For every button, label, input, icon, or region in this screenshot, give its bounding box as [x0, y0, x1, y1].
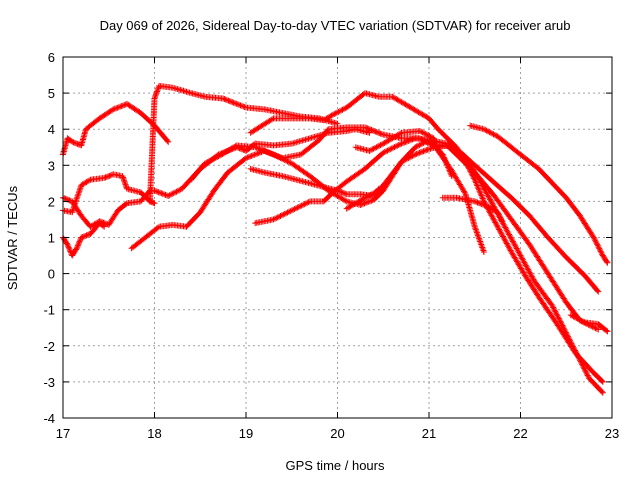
y-tick-label: -3	[43, 375, 55, 390]
series-markers	[60, 171, 158, 216]
series-markers	[467, 122, 611, 266]
y-tick-label: 5	[48, 86, 55, 101]
y-tick-label: 6	[48, 50, 55, 65]
y-tick-label: 0	[48, 267, 55, 282]
x-axis-label: GPS time / hours	[286, 458, 385, 473]
y-tick-label: -2	[43, 339, 55, 354]
series-sat-b	[60, 171, 158, 216]
series-sat-l	[352, 128, 487, 255]
x-tick-label: 20	[330, 426, 344, 441]
series-sat-k	[343, 142, 606, 396]
x-tick-label: 22	[513, 426, 527, 441]
chart-title: Day 069 of 2026, Sidereal Day-to-day VTE…	[100, 18, 571, 33]
y-tick-label: 4	[48, 122, 55, 137]
series-markers	[567, 312, 611, 335]
series-sat-n	[467, 122, 611, 266]
series-markers	[188, 137, 602, 295]
series-markers	[439, 194, 506, 225]
series-sat-e	[128, 124, 602, 333]
x-tick-label: 21	[422, 426, 436, 441]
series-markers	[128, 124, 602, 333]
series-sat-o	[567, 312, 611, 335]
series-markers	[60, 220, 108, 259]
y-axis-label: SDTVAR / TECUs	[5, 185, 20, 290]
x-tick-label: 19	[239, 426, 253, 441]
x-tick-label: 17	[56, 426, 70, 441]
series-sat-d	[60, 220, 108, 259]
series-sat-g	[188, 137, 602, 295]
y-tick-label: -4	[43, 411, 55, 426]
x-tick-label: 23	[605, 426, 619, 441]
series-markers	[352, 128, 487, 255]
y-tick-label: -1	[43, 303, 55, 318]
y-tick-label: 3	[48, 158, 55, 173]
y-tick-label: 1	[48, 231, 55, 246]
data-series	[60, 82, 611, 396]
x-tick-label: 18	[147, 426, 161, 441]
y-tick-label: 2	[48, 194, 55, 209]
series-markers	[343, 142, 606, 396]
series-sat-m	[439, 194, 506, 225]
